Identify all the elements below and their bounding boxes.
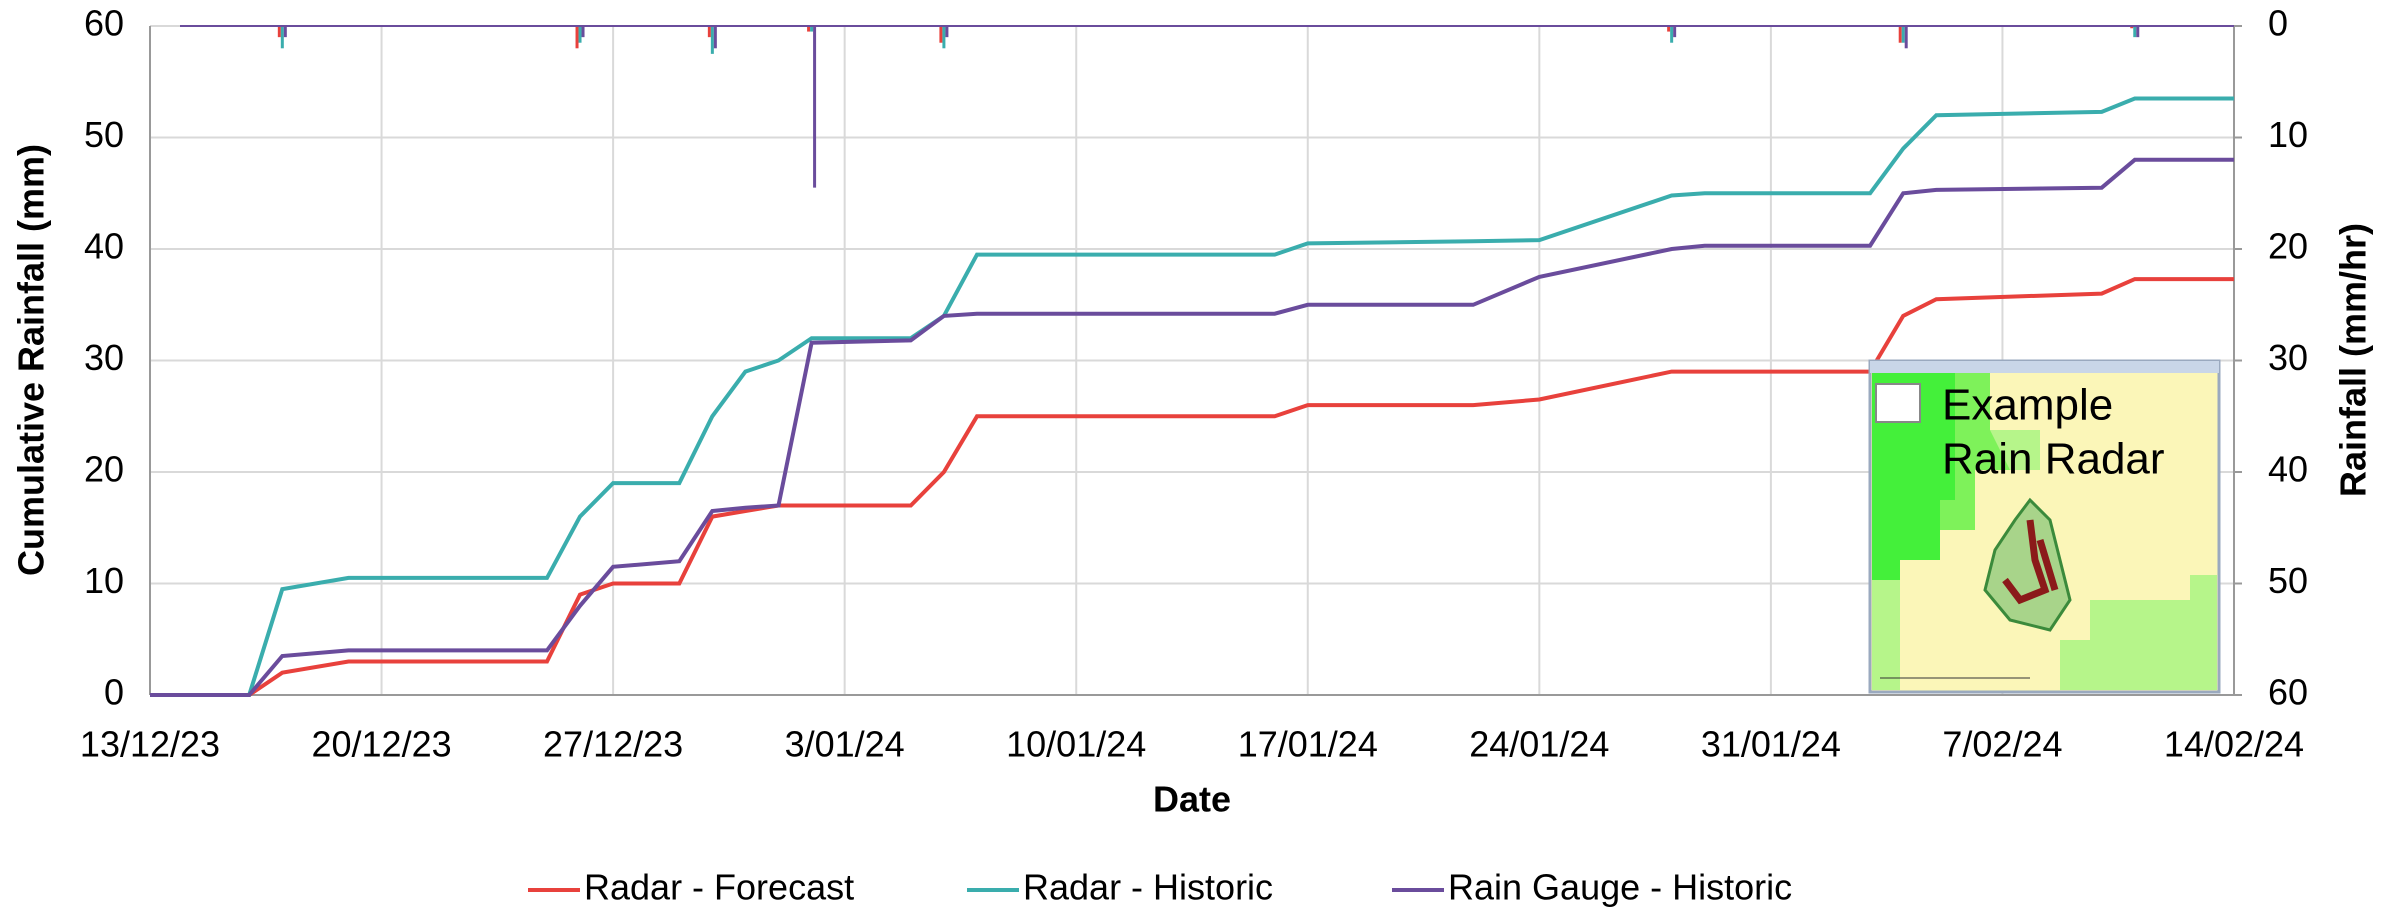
y-axis-title: Cumulative Rainfall (mm) — [11, 144, 52, 576]
inset-titlebar — [1870, 361, 2219, 373]
y2-tick-label: 50 — [2268, 560, 2308, 601]
x-tick-label: 10/01/24 — [1006, 724, 1146, 765]
x-tick-label: 17/01/24 — [1238, 724, 1378, 765]
y2-tick-label: 20 — [2268, 226, 2308, 267]
x-tick-label: 3/01/24 — [785, 724, 905, 765]
y2-tick-label: 30 — [2268, 337, 2308, 378]
x-tick-label: 7/02/24 — [1942, 724, 2062, 765]
annotation: Example — [1942, 381, 2113, 430]
y-tick-label: 20 — [84, 449, 124, 490]
radar-inset: Example Rain Radar — [1870, 361, 2219, 692]
legend-label: Rain Gauge - Historic — [1448, 867, 1792, 908]
legend-label: Radar - Historic — [1023, 867, 1273, 908]
y-tick-label: 50 — [84, 114, 124, 155]
x-tick-label: 14/02/24 — [2164, 724, 2304, 765]
x-tick-label: 20/12/23 — [311, 724, 451, 765]
legend-label: Radar - Forecast — [584, 867, 854, 908]
annotation: Rain Radar — [1942, 435, 2165, 484]
y-tick-label: 60 — [84, 3, 124, 44]
chart: Date Cumulative Rainfall (mm) Rainfall (… — [0, 0, 2387, 909]
y2-tick-label: 10 — [2268, 114, 2308, 155]
y-tick-label: 10 — [84, 560, 124, 601]
y-tick-label: 30 — [84, 337, 124, 378]
x-tick-label: 31/01/24 — [1701, 724, 1841, 765]
x-tick-label: 24/01/24 — [1469, 724, 1609, 765]
y2-tick-label: 0 — [2268, 3, 2288, 44]
y2-tick-label: 40 — [2268, 449, 2308, 490]
y2-axis-title: Rainfall (mm/hr) — [2333, 223, 2374, 497]
x-tick-label: 13/12/23 — [80, 724, 220, 765]
x-axis-title: Date — [1153, 779, 1231, 820]
y2-tick-label: 60 — [2268, 672, 2308, 713]
y-tick-label: 40 — [84, 226, 124, 267]
x-tick-label: 27/12/23 — [543, 724, 683, 765]
y-tick-label: 0 — [104, 672, 124, 713]
inset-panel — [1876, 384, 1920, 422]
page: {"chart_data": {"type": "line", "x_label… — [0, 0, 2387, 909]
